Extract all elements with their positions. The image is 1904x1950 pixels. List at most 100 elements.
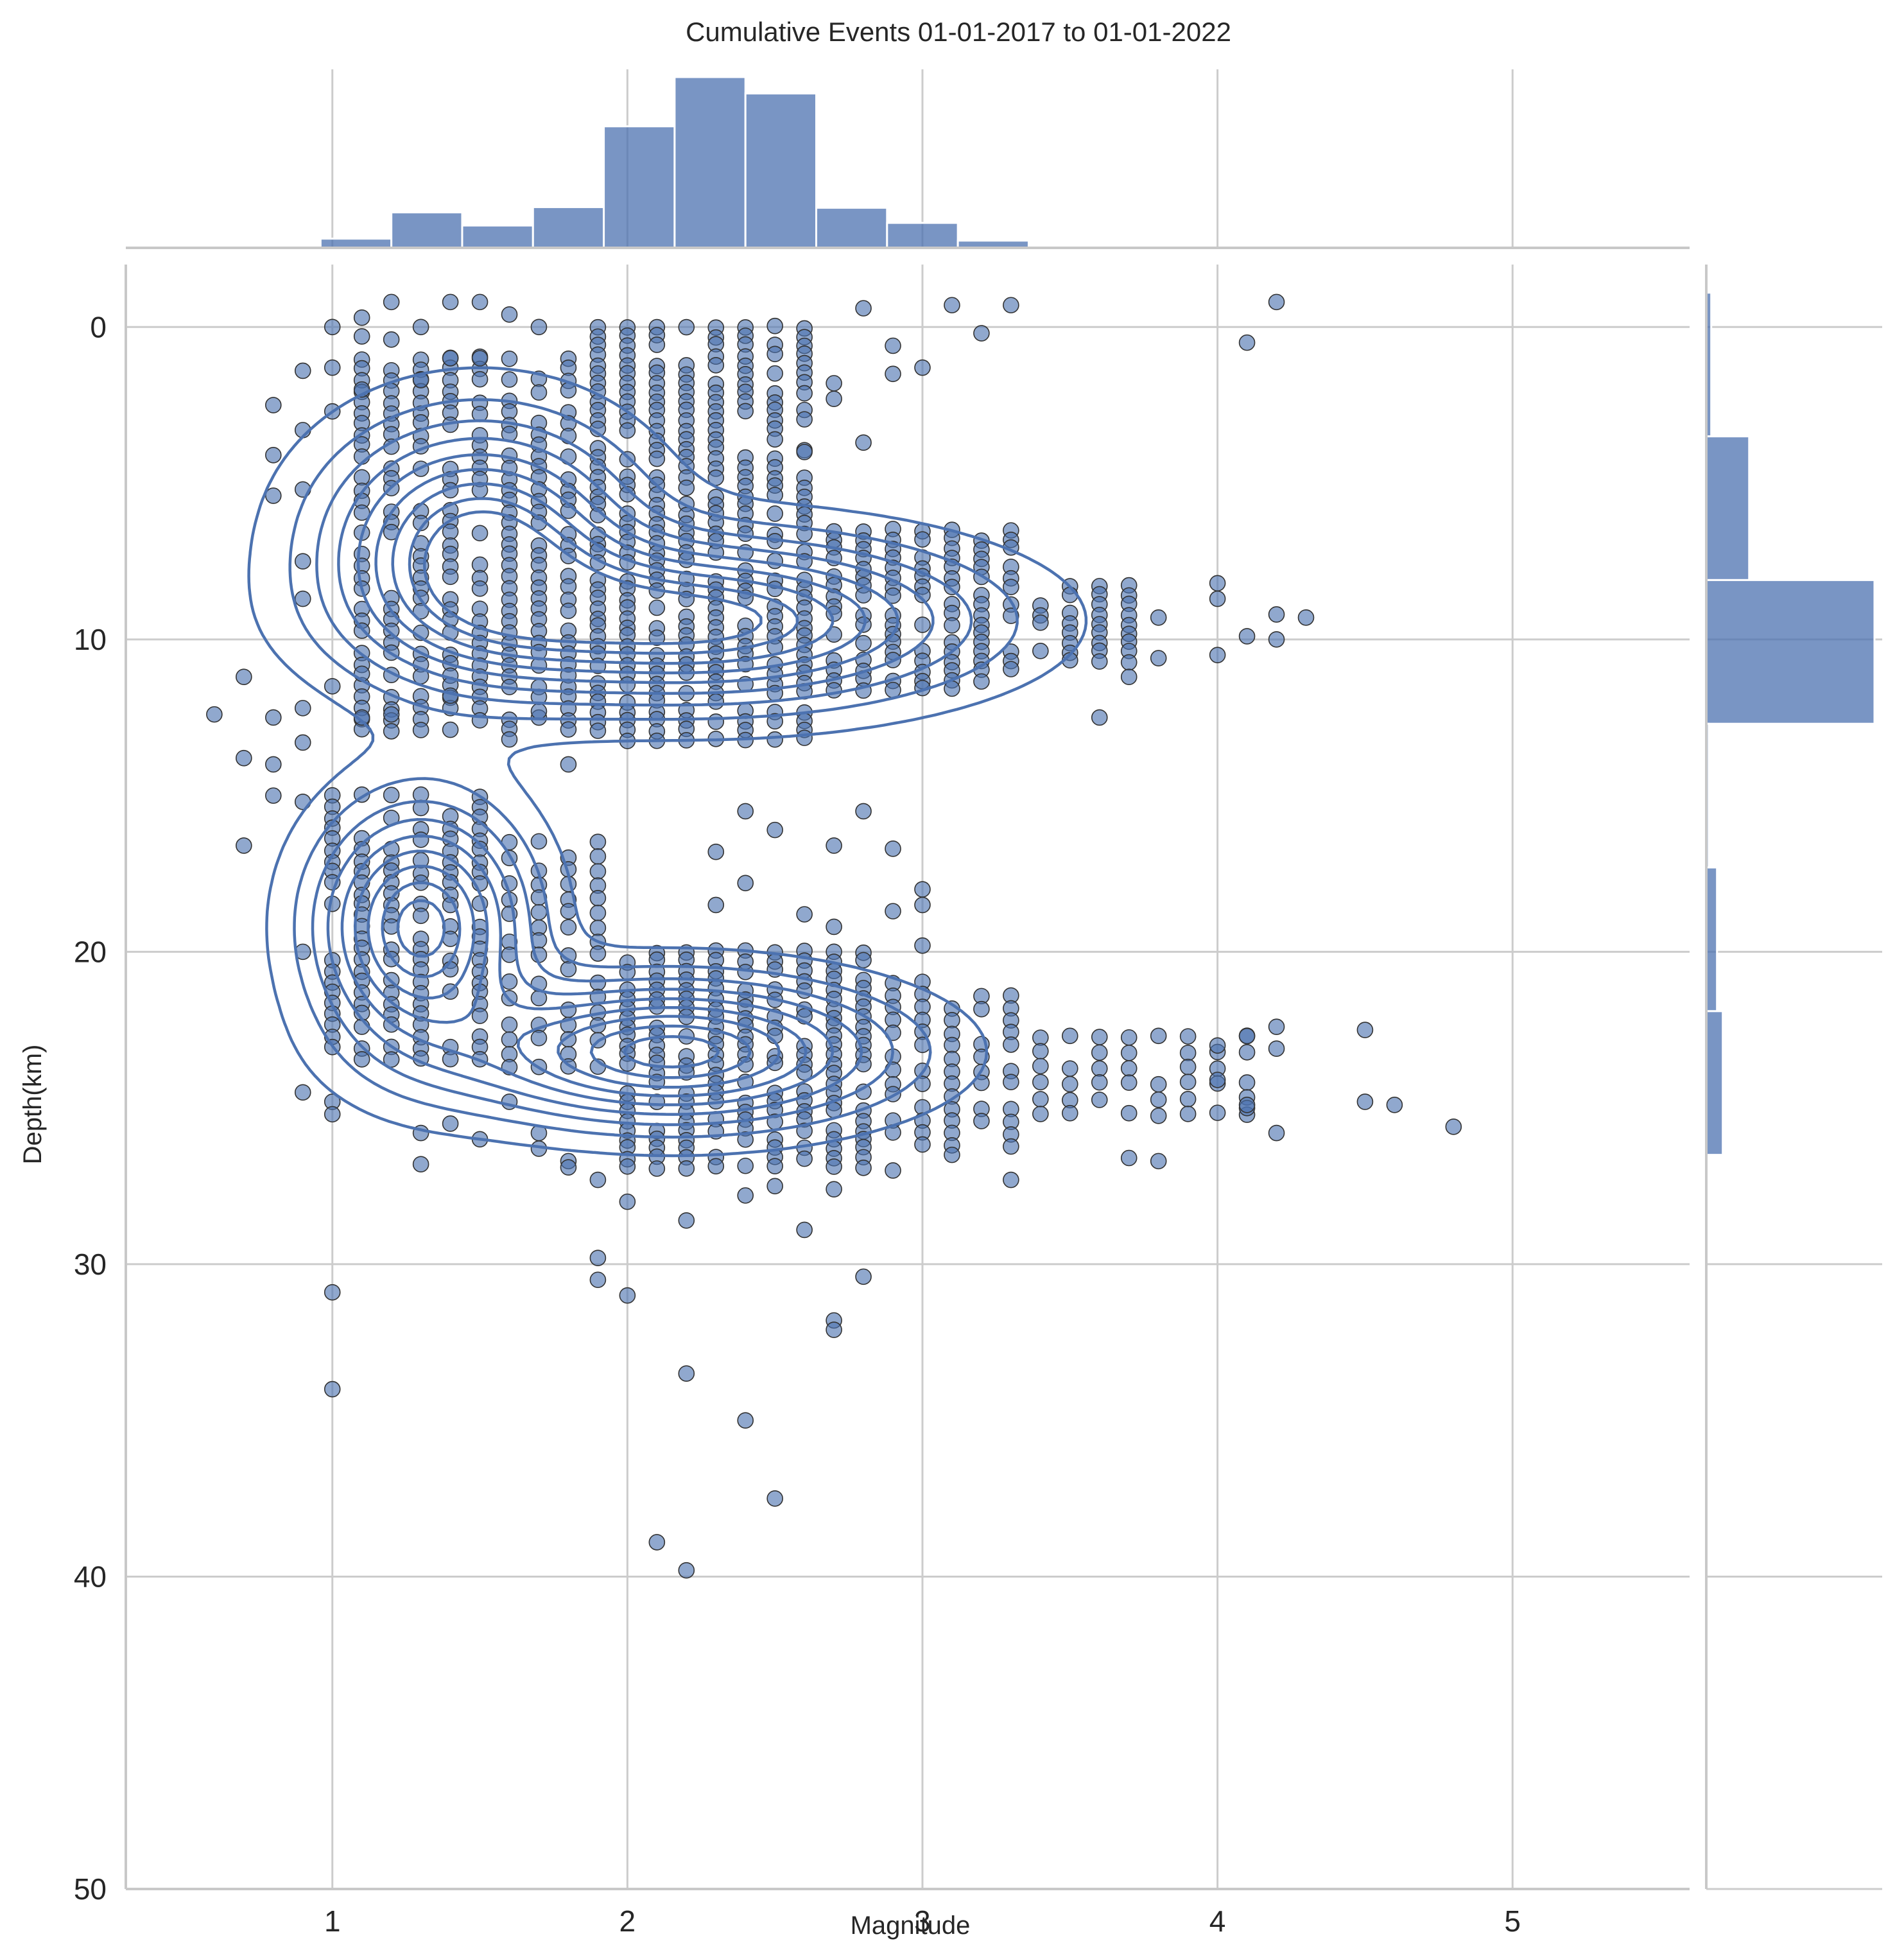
data-point (1003, 1036, 1019, 1053)
data-point (1238, 334, 1256, 351)
data-point (826, 918, 842, 936)
data-point (619, 451, 636, 468)
data-point (1356, 1093, 1374, 1110)
data-point (826, 837, 842, 854)
data-point (1209, 590, 1226, 607)
data-point (1061, 1060, 1078, 1077)
data-point (914, 896, 931, 914)
data-point (826, 390, 842, 408)
data-point (944, 1012, 960, 1029)
data-point (294, 553, 311, 570)
data-point (236, 837, 252, 854)
data-point (914, 531, 931, 548)
data-point (471, 580, 489, 597)
data-point (1238, 1027, 1256, 1045)
data-point (885, 1162, 901, 1179)
data-point (471, 370, 489, 388)
data-point (678, 318, 695, 336)
data-point (265, 487, 282, 504)
data-point (648, 1534, 666, 1551)
data-point (1091, 1044, 1108, 1061)
data-point (442, 721, 459, 738)
data-point (1120, 1104, 1138, 1122)
data-point (1032, 1043, 1049, 1059)
data-point (1179, 1106, 1197, 1122)
data-point (707, 713, 725, 730)
data-point (442, 293, 459, 311)
data-point (707, 843, 725, 860)
marginal-histogram-x (319, 76, 1172, 249)
data-point (944, 617, 960, 634)
data-point (1091, 709, 1108, 726)
data-point (973, 1113, 990, 1129)
data-point (826, 1158, 842, 1175)
data-point (324, 1380, 341, 1398)
hist-bar-magnitude (390, 211, 463, 249)
data-point (707, 1158, 725, 1175)
data-point (737, 525, 754, 542)
data-point (1209, 1104, 1226, 1121)
data-point (766, 821, 783, 839)
y-tick-label: 10 (74, 623, 107, 656)
data-point (855, 803, 872, 820)
data-point (560, 602, 577, 620)
data-point (914, 881, 931, 898)
data-point (560, 1159, 577, 1176)
data-point (501, 403, 518, 420)
data-point (530, 702, 548, 720)
data-point (1061, 1075, 1078, 1093)
y-tick-label: 20 (74, 935, 107, 968)
data-point (796, 1150, 813, 1167)
y-tick-label: 0 (90, 310, 107, 344)
data-point (1179, 1090, 1197, 1108)
hist-bar-magnitude (815, 207, 888, 249)
data-point (648, 336, 666, 353)
data-point (442, 523, 459, 540)
data-point (1032, 1091, 1049, 1108)
data-point (885, 840, 901, 857)
data-point (412, 1156, 429, 1173)
data-point (589, 919, 607, 936)
data-point (383, 787, 400, 804)
data-point (885, 337, 901, 354)
data-point (1003, 1138, 1019, 1155)
data-point (383, 331, 400, 348)
data-point (1091, 1074, 1108, 1091)
data-point (707, 693, 725, 710)
data-point (737, 1187, 754, 1204)
data-point (589, 833, 607, 850)
y-tick-label: 40 (74, 1560, 107, 1593)
data-point (1268, 606, 1285, 623)
data-point (678, 1212, 695, 1229)
data-point (796, 444, 813, 460)
data-point (442, 1115, 459, 1132)
hist-bar-depth (1705, 1010, 1724, 1156)
data-point (1120, 1149, 1138, 1167)
data-point (236, 668, 252, 686)
data-point (324, 359, 341, 376)
data-point (1209, 647, 1226, 663)
data-point (589, 1249, 607, 1266)
data-point (560, 903, 577, 919)
data-point (973, 673, 990, 690)
data-point (1356, 1022, 1374, 1038)
data-point (1032, 1106, 1049, 1122)
data-point (1091, 1029, 1108, 1045)
data-point (1268, 1018, 1285, 1035)
data-point (826, 1321, 842, 1338)
data-point (914, 359, 931, 376)
data-point (619, 1193, 636, 1210)
data-point (678, 1365, 695, 1382)
data-point (796, 385, 813, 402)
data-point (1238, 1096, 1256, 1113)
data-point (737, 1157, 754, 1174)
hist-bar-magnitude (673, 76, 747, 249)
data-point (294, 590, 311, 607)
data-point (1120, 654, 1138, 671)
scatter-points (206, 293, 1462, 1579)
kde-contours (247, 366, 1088, 1158)
data-point (471, 1007, 489, 1024)
data-point (1120, 1029, 1138, 1046)
data-point (766, 1158, 783, 1174)
data-point (1003, 297, 1019, 314)
